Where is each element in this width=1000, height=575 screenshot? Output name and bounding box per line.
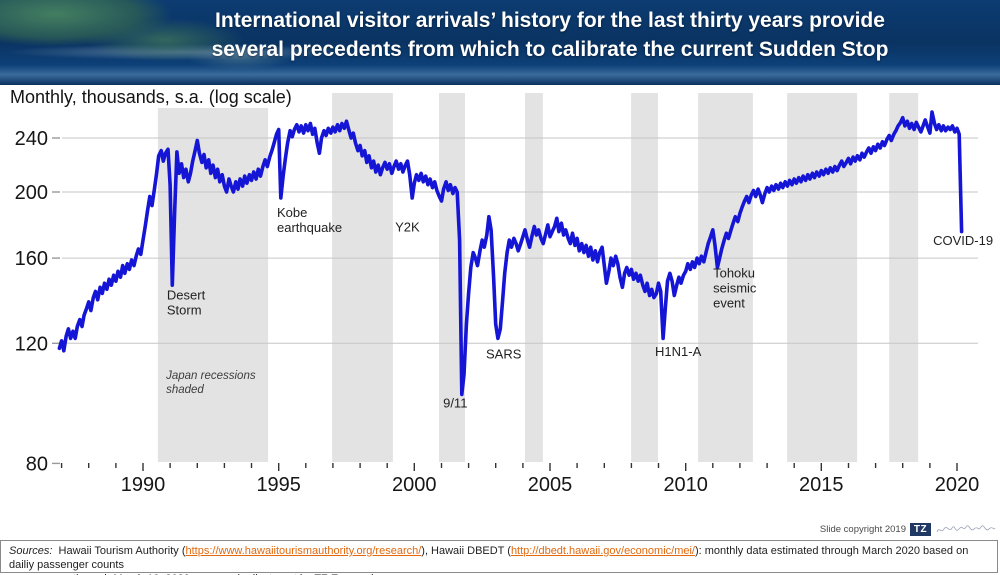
arrivals-chart: 240 200 160 120 80 1990 1995 2000 2005 2010 2015 20… (15, 93, 993, 496)
annotation-covid-19: COVID-19 (933, 233, 993, 248)
arrivals-series-line (57, 110, 964, 397)
y-axis-label: 80 (26, 453, 48, 475)
slide-title-line2: several precedents from which to calibra… (211, 38, 889, 61)
recession-band (157, 93, 269, 462)
recession-band (525, 93, 543, 462)
x-axis-label: 1990 (121, 474, 166, 496)
recession-band (787, 93, 858, 462)
sources-label: Sources: (9, 545, 53, 557)
chart-subtitle: Monthly, thousands, s.a. (log scale) (10, 87, 300, 108)
copyright-text: Slide copyright 2019 (819, 524, 906, 535)
annotation-kobe-earthquake: Kobe earthquake (277, 205, 342, 235)
x-axis-label: 2015 (799, 474, 844, 496)
dbedt-link[interactable]: http://dbedt.hawaii.gov/economic/mei/ (510, 545, 695, 557)
annotation-h1n1-a: H1N1-A (655, 343, 702, 358)
annotation-sars: SARS (486, 346, 522, 361)
sources-box: Sources: Hawaii Tourism Authority (https… (0, 540, 998, 575)
y-axis-label: 120 (15, 333, 48, 355)
annotation-y2k: Y2K (395, 219, 420, 234)
recession-band (698, 93, 753, 462)
x-axis-label: 2000 (392, 474, 437, 496)
source-text-2: ), Hawaii DBEDT ( (421, 545, 511, 557)
y-axis-label: 200 (15, 182, 48, 204)
tz-logo: TZ (910, 523, 931, 536)
slide-header: International visitor arrivals’ history … (0, 0, 1000, 85)
annotation-tohoku: Tohoku seismic event (713, 265, 757, 310)
signature-scribble-icon (936, 524, 996, 532)
x-axis-label: 2020 (935, 474, 980, 496)
x-axis-label: 2005 (528, 474, 573, 496)
source-text-3: ): monthly data estimated through March … (9, 545, 969, 571)
recession-band (889, 93, 919, 462)
annotation-japan-recessions-note: Japan recessions shaded (165, 370, 256, 396)
copyright-row: Slide copyright 2019 TZ (820, 521, 997, 538)
y-axis-label: 240 (15, 128, 48, 150)
sources-line2: through March 16, 2020; seasonal adjustm… (73, 572, 989, 575)
annotation-nine-eleven: 9/11 (443, 395, 467, 410)
hta-link[interactable]: https://www.hawaiitourismauthority.org/r… (185, 545, 422, 557)
y-axis-label: 160 (15, 248, 48, 270)
annotation-desert-storm: Desert Storm (167, 287, 206, 317)
sources-line1: Sources: Hawaii Tourism Authority (https… (9, 544, 989, 572)
x-axis-label: 1995 (256, 474, 301, 496)
x-axis-label: 2010 (663, 474, 708, 496)
slide-title-line1: International visitor arrivals’ history … (215, 9, 885, 32)
source-text-1: Hawaii Tourism Authority ( (58, 545, 186, 557)
slide-title: International visitor arrivals’ history … (105, 6, 995, 64)
